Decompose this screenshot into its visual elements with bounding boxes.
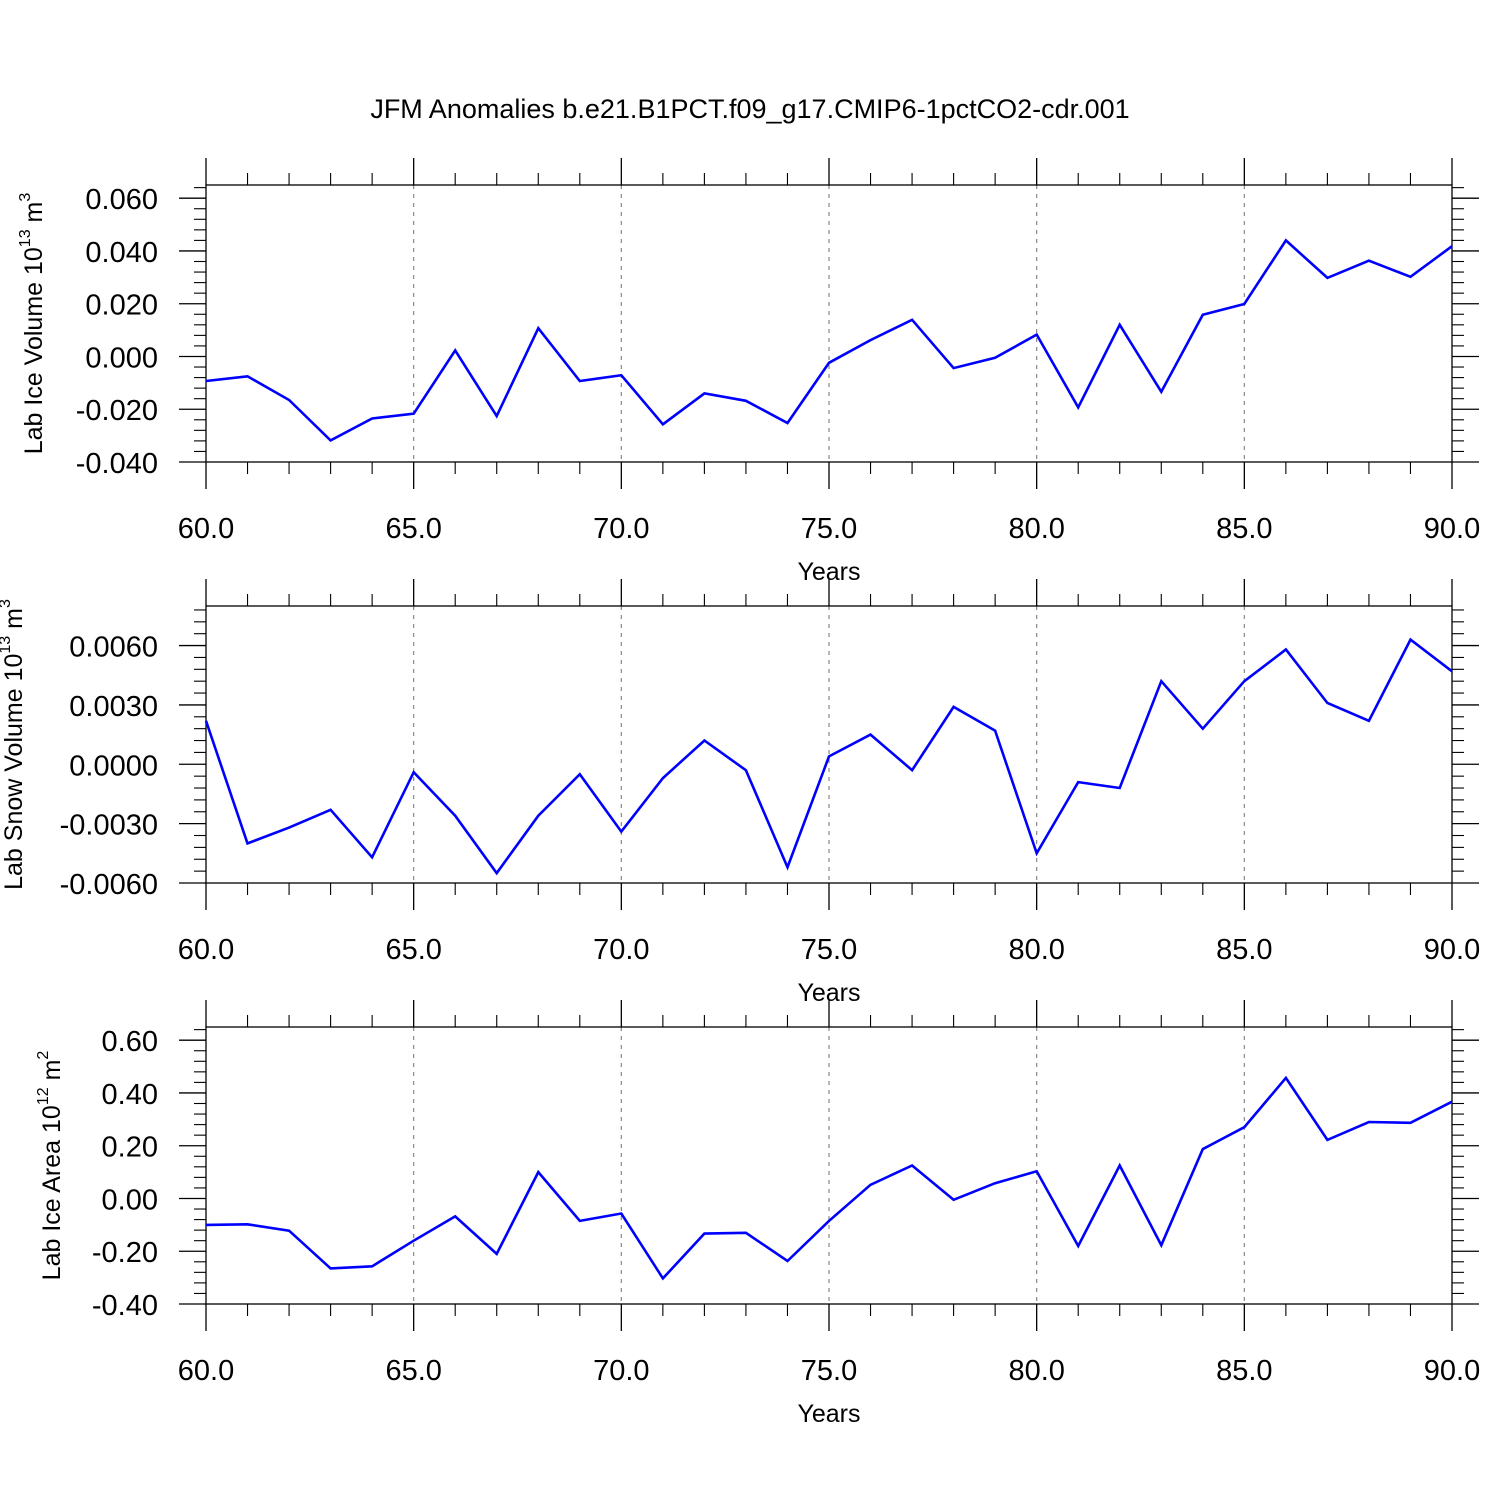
y-axis-label: Lab Ice Area 1012 m2 — [35, 1051, 66, 1281]
x-tick-label: 80.0 — [1008, 513, 1064, 545]
x-tick-label: 80.0 — [1008, 934, 1064, 966]
y-tick-label: -0.40 — [92, 1290, 158, 1322]
x-tick-label: 70.0 — [593, 1355, 649, 1387]
x-tick-label: 90.0 — [1424, 934, 1480, 966]
series-line — [205, 1075, 1453, 1281]
y-tick-label: 0.060 — [85, 184, 158, 216]
chart-panel-3: 60.0 65.0 70.0 75.0 80.0 85.0 90.0 -0.40 -0.20 0.… — [35, 1000, 1480, 1428]
y-axis-label-unit-exponent: 3 — [17, 193, 34, 202]
x-tick-label: 90.0 — [1424, 513, 1480, 545]
x-tick-label: 85.0 — [1216, 513, 1272, 545]
x-tick-label: 70.0 — [593, 934, 649, 966]
y-axis-label-exponent: 13 — [17, 229, 34, 247]
x-tick-label: 70.0 — [593, 513, 649, 545]
y-axis-label-unit: m — [20, 202, 48, 230]
y-axis-label-unit: m — [0, 608, 28, 636]
y-axis-label-unit: m — [38, 1060, 66, 1088]
y-tick-label: -0.20 — [92, 1237, 158, 1269]
x-tick-label: 75.0 — [801, 513, 857, 545]
y-tick-label: 0.0000 — [69, 750, 158, 782]
y-axis-label-text: Lab Snow Volume 10 — [0, 654, 28, 890]
x-tick-label: 65.0 — [385, 513, 441, 545]
y-axis-label: Lab Ice Volume 1013 m3 — [17, 193, 48, 455]
y-axis-label-exponent: 12 — [35, 1087, 52, 1105]
y-tick-label: 0.60 — [102, 1026, 158, 1058]
y-tick-label: 0.040 — [85, 237, 158, 269]
y-tick-label: 0.20 — [102, 1132, 158, 1164]
x-tick-label: 80.0 — [1008, 1355, 1064, 1387]
chart-panel-2: 60.0 65.0 70.0 75.0 80.0 85.0 90.0 -0.0060 -0.00… — [0, 579, 1480, 1007]
x-tick-label: 85.0 — [1216, 1355, 1272, 1387]
y-tick-label: -0.020 — [76, 395, 158, 427]
y-tick-label: 0.00 — [102, 1184, 158, 1216]
x-tick-label: 65.0 — [385, 934, 441, 966]
x-tick-label: 75.0 — [801, 1355, 857, 1387]
y-tick-label: 0.020 — [85, 290, 158, 322]
y-axis-label-exponent: 13 — [0, 636, 14, 654]
series-line — [204, 637, 1453, 876]
y-axis-label: Lab Snow Volume 1013 m3 — [0, 599, 28, 890]
x-tick-label: 85.0 — [1216, 934, 1272, 966]
series-line — [205, 238, 1453, 442]
y-tick-label: 0.0060 — [69, 632, 158, 664]
y-tick-label: -0.040 — [76, 448, 158, 480]
y-axis-label-unit-exponent: 2 — [35, 1051, 52, 1060]
y-tick-label: -0.0030 — [60, 810, 158, 842]
x-tick-label: 60.0 — [178, 934, 234, 966]
x-tick-label: 60.0 — [178, 1355, 234, 1387]
y-tick-label: -0.0060 — [60, 869, 158, 901]
y-axis-label-unit-exponent: 3 — [0, 599, 14, 608]
y-axis-label-text: Lab Ice Area 10 — [38, 1105, 66, 1280]
x-tick-label: 60.0 — [178, 513, 234, 545]
y-tick-label: 0.0030 — [69, 691, 158, 723]
x-tick-label: 65.0 — [385, 1355, 441, 1387]
page-title: JFM Anomalies b.e21.B1PCT.f09_g17.CMIP6-… — [370, 94, 1130, 124]
y-tick-label: 0.40 — [102, 1079, 158, 1111]
chart-panel-1: 60.0 65.0 70.0 75.0 80.0 85.0 90.0 -0.040 -0.020… — [17, 158, 1480, 586]
x-tick-label: 90.0 — [1424, 1355, 1480, 1387]
x-axis-label: Years — [797, 1400, 860, 1428]
y-axis-label-text: Lab Ice Volume 10 — [20, 247, 48, 454]
x-tick-label: 75.0 — [801, 934, 857, 966]
y-tick-label: 0.000 — [85, 342, 158, 374]
